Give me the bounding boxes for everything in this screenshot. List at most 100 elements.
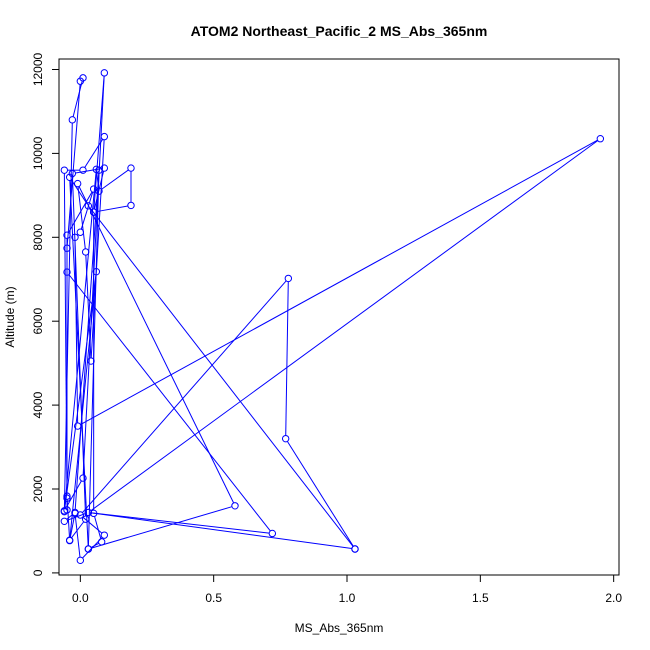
data-point — [76, 511, 85, 519]
data-point — [97, 538, 106, 546]
data-point — [79, 474, 87, 482]
series-segment — [63, 123, 73, 508]
data-point — [71, 509, 79, 518]
data-point — [73, 179, 82, 188]
series-segment — [77, 186, 86, 249]
series-segment — [91, 512, 352, 550]
data-point — [63, 492, 71, 500]
series-segment — [84, 139, 104, 168]
series-segment — [69, 274, 97, 538]
x-tick-label: 2.0 — [605, 591, 622, 605]
data-point — [89, 208, 98, 216]
data-point — [63, 244, 71, 252]
data-point — [76, 556, 85, 565]
data-point — [127, 201, 135, 210]
series-segment — [89, 208, 354, 547]
series-segment — [96, 205, 128, 213]
data-point — [127, 164, 135, 172]
data-point — [79, 74, 87, 82]
series-segment — [74, 240, 79, 423]
data-point — [281, 434, 290, 443]
chart-title: ATOM2 Northeast_Pacific_2 MS_Abs_365nm — [191, 23, 488, 39]
y-tick-label: 8000 — [31, 224, 45, 251]
series-segment — [285, 281, 289, 436]
data-point — [60, 517, 69, 526]
data-point — [100, 531, 109, 539]
y-tick-label: 0 — [31, 569, 45, 576]
data-point — [92, 267, 101, 276]
y-tick-label: 4000 — [31, 391, 45, 418]
data-point — [231, 502, 239, 510]
series-segment — [71, 521, 85, 538]
y-axis-label: Altitude (m) — [3, 286, 17, 347]
data-point — [95, 187, 103, 195]
data-point — [63, 494, 71, 502]
data-point — [60, 166, 69, 174]
series-segment — [64, 172, 97, 509]
data-point — [100, 132, 109, 141]
data-point — [100, 69, 109, 77]
series-segment — [66, 84, 81, 246]
series-segment — [90, 140, 599, 512]
y-tick-label: 12000 — [31, 52, 45, 86]
data-point — [65, 173, 74, 182]
series-segment — [94, 516, 102, 539]
data-point — [68, 116, 77, 124]
series-segment — [69, 516, 75, 538]
y-tick-label: 6000 — [31, 308, 45, 335]
data-point — [84, 508, 93, 517]
x-axis-label: MS_Abs_365nm — [295, 621, 384, 635]
data-point — [92, 165, 101, 174]
series-segment — [68, 274, 271, 532]
series-segment — [64, 274, 97, 509]
x-tick-label: 0.5 — [205, 591, 222, 605]
plot-frame — [58, 58, 620, 576]
data-point — [65, 536, 74, 545]
series-segment — [66, 514, 73, 520]
data-point — [81, 515, 90, 523]
data-point — [63, 268, 71, 276]
x-tick-label: 0.0 — [72, 591, 89, 605]
data-point — [73, 422, 82, 430]
data-point — [84, 202, 93, 210]
series-segment — [82, 76, 105, 475]
series-segment — [67, 513, 86, 521]
series-segment — [65, 480, 82, 509]
data-point — [79, 166, 87, 174]
x-tick-label: 1.5 — [472, 591, 489, 605]
data-point — [81, 248, 90, 256]
series-segment — [82, 280, 287, 513]
series-segment — [78, 186, 235, 504]
x-axis: 0.0 0.5 1.0 1.5 2.0 — [72, 575, 622, 605]
x-tick-label: 1.0 — [339, 591, 356, 605]
data-point — [351, 545, 359, 553]
y-tick-label: 2000 — [31, 475, 45, 502]
data-point — [284, 274, 293, 283]
data-point — [71, 233, 79, 241]
series-segment — [72, 80, 83, 117]
data-point — [84, 545, 93, 553]
data-point — [89, 509, 98, 518]
series-segment — [93, 171, 105, 210]
series-segment — [82, 516, 103, 534]
data-point — [596, 135, 605, 143]
series-segment — [286, 441, 354, 547]
series-segment — [69, 180, 89, 546]
data-point — [60, 507, 69, 516]
y-tick-label: 10000 — [31, 136, 45, 170]
series-segment — [96, 172, 100, 189]
data-point — [76, 228, 85, 236]
data-point — [63, 231, 71, 239]
data-point — [268, 529, 277, 538]
series-segment — [101, 169, 129, 190]
series-segment — [80, 139, 598, 425]
series-segment — [71, 179, 87, 204]
series-segment — [74, 516, 81, 558]
y-axis: 0 2000 4000 6000 8000 10000 12000 — [31, 52, 59, 576]
series-segment — [91, 506, 233, 549]
series-segment — [80, 191, 94, 230]
series-segment — [91, 512, 270, 534]
data-point — [87, 357, 95, 365]
data-series — [60, 69, 605, 565]
